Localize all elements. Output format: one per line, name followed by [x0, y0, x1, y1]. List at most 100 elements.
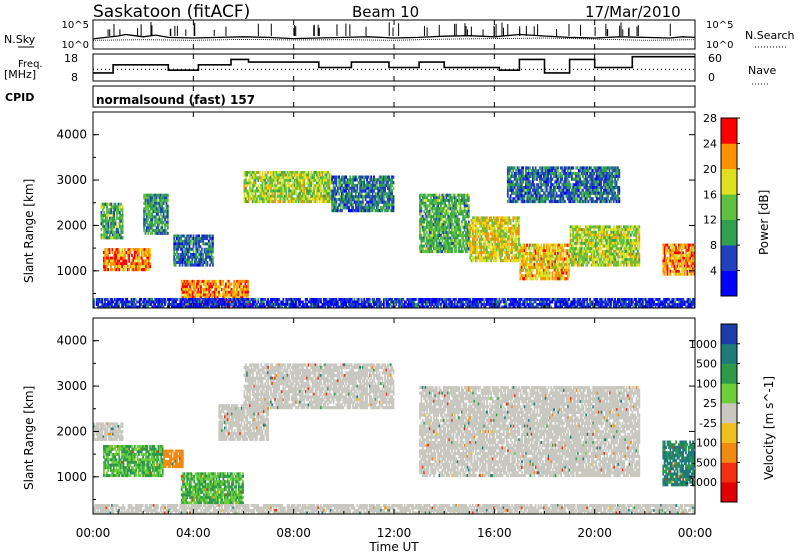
heatmap-cell	[583, 260, 586, 264]
heatmap-cell	[353, 189, 356, 193]
heatmap-cell	[157, 218, 159, 222]
heatmap-cell	[431, 233, 434, 237]
heatmap-cell	[229, 290, 231, 294]
heatmap-cell	[253, 200, 256, 204]
heatmap-cell	[537, 183, 540, 187]
heatmap-cell	[431, 250, 434, 254]
heatmap-cell	[238, 288, 241, 292]
heatmap-cell	[325, 197, 328, 201]
heatmap-cell	[627, 263, 629, 267]
heatmap-cell	[188, 258, 191, 262]
heatmap-cell	[155, 231, 158, 235]
heatmap-cell	[215, 288, 218, 292]
heatmap-cell	[189, 239, 192, 243]
heatmap-cell	[142, 265, 145, 269]
heatmap-cell	[451, 247, 453, 251]
heatmap-cell	[247, 194, 250, 198]
heatmap-cell	[240, 279, 242, 283]
heatmap-cell	[314, 171, 317, 174]
heatmap-cell	[313, 186, 315, 190]
heatmap-cell	[356, 209, 359, 213]
heatmap-cell	[161, 193, 164, 197]
heatmap-cell	[124, 248, 126, 252]
heatmap-cell	[249, 178, 251, 182]
heatmap-cell	[234, 304, 237, 308]
heatmap-cell	[238, 293, 241, 297]
heatmap-cell	[226, 288, 229, 292]
heatmap-cell	[299, 171, 301, 174]
heatmap-cell	[382, 200, 385, 204]
heatmap-cell	[177, 247, 180, 251]
heatmap-cell	[530, 246, 533, 250]
heatmap-cell	[200, 237, 203, 241]
heatmap-cell	[154, 215, 157, 219]
heatmap-cell	[428, 233, 431, 237]
heatmap-cell	[115, 265, 118, 269]
heatmap-cell	[257, 184, 260, 188]
heatmap-cell	[375, 186, 378, 190]
heatmap-cell	[236, 288, 238, 292]
heatmap-cell	[388, 178, 391, 182]
heatmap-cell	[214, 288, 216, 292]
heatmap-cell	[285, 186, 288, 190]
heatmap-cell	[431, 204, 434, 208]
heatmap-cell	[389, 178, 392, 182]
heatmap-cell	[426, 223, 428, 227]
heatmap-cell	[161, 231, 164, 235]
heatmap-cell	[243, 184, 246, 188]
heatmap-cell	[392, 200, 395, 204]
heatmap-cell	[331, 178, 334, 182]
heatmap-cell	[586, 252, 589, 256]
heatmap-cell	[227, 282, 230, 286]
heatmap-cell	[387, 197, 389, 202]
heatmap-cell	[161, 226, 164, 230]
heatmap-cell	[196, 239, 199, 243]
heatmap-cell	[243, 186, 246, 190]
heatmap-cell	[136, 253, 139, 257]
heatmap-cell	[516, 245, 519, 249]
heatmap-cell	[278, 192, 281, 196]
heatmap-cell	[345, 175, 347, 179]
heatmap-cell	[385, 206, 388, 210]
heatmap-cell	[234, 296, 237, 300]
heatmap-cell	[459, 204, 462, 208]
heatmap-cell	[176, 245, 178, 249]
heatmap-cell	[424, 250, 427, 254]
heatmap-cell	[515, 253, 517, 257]
heatmap-cell	[430, 212, 432, 216]
heatmap-cell	[166, 226, 169, 230]
heatmap-cell	[180, 245, 182, 249]
heatmap-cell	[587, 236, 590, 240]
heatmap-cell	[289, 176, 292, 180]
heatmap-cell	[283, 197, 286, 201]
heatmap-cell	[283, 173, 286, 177]
heatmap-cell	[624, 230, 627, 234]
heatmap-cell	[307, 200, 310, 204]
heatmap-cell	[495, 256, 498, 260]
heatmap-cell	[191, 255, 194, 259]
heatmap-cell	[183, 242, 185, 246]
heatmap-cell	[197, 293, 200, 297]
heatmap-cell	[110, 236, 113, 240]
heatmap-cell	[161, 215, 164, 219]
heatmap-cell	[249, 194, 251, 198]
heatmap-cell	[254, 197, 257, 201]
heatmap-cell	[222, 290, 225, 294]
heatmap-cell	[152, 207, 155, 211]
heatmap-cell	[451, 250, 453, 254]
heatmap-cell	[348, 195, 350, 199]
heatmap-cell	[188, 234, 191, 238]
heatmap-cell	[176, 234, 178, 238]
heatmap-cell	[107, 250, 109, 255]
noise-left-tick-bottom: 10^0	[62, 40, 89, 51]
heatmap-cell	[147, 256, 150, 260]
heatmap-cell	[568, 268, 570, 272]
heatmap-cell	[195, 261, 198, 264]
heatmap-cell	[300, 184, 303, 188]
heatmap-cell	[286, 194, 289, 198]
heatmap-cell	[155, 215, 158, 219]
heatmap-cell	[316, 176, 318, 180]
heatmap-cell	[203, 261, 206, 264]
heatmap-cell	[183, 296, 186, 300]
heatmap-cell	[184, 285, 187, 289]
